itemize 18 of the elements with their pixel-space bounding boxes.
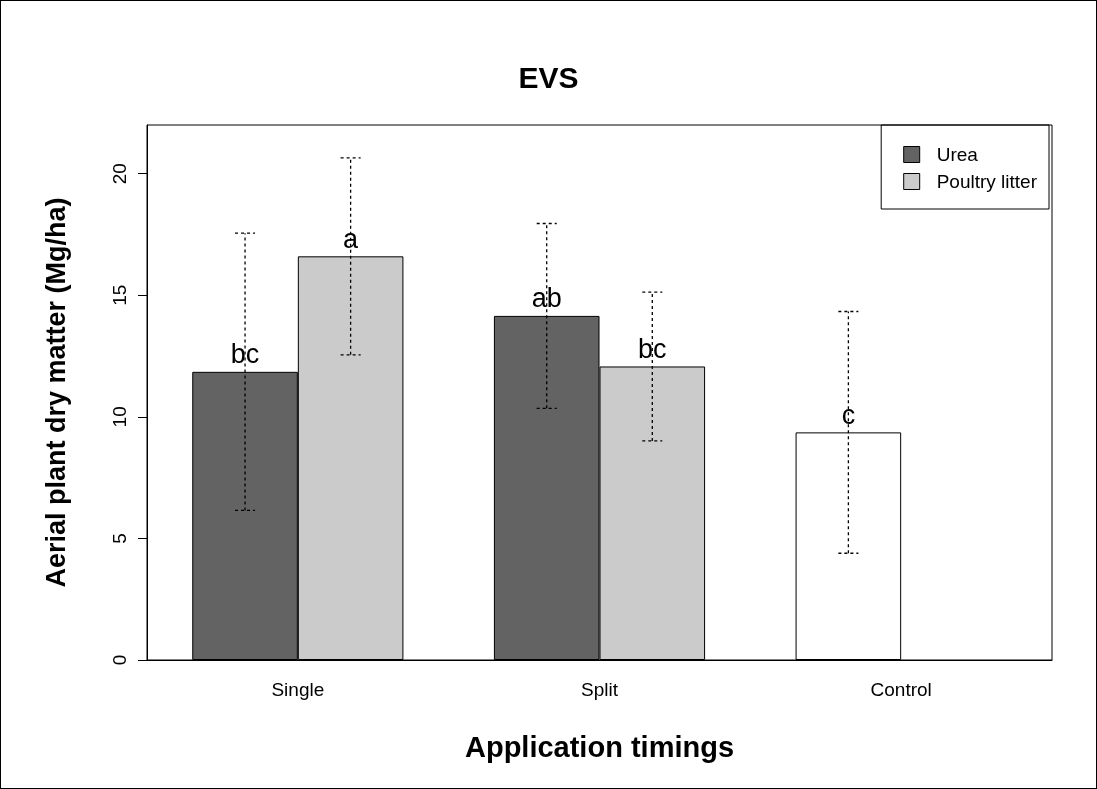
y-tick-label: 20 [109, 163, 130, 185]
data-label: ab [531, 283, 562, 314]
legend-label: Urea [936, 144, 979, 165]
data-label: a [343, 223, 360, 254]
legend-label: Poultry litter [936, 171, 1038, 192]
data-label: bc [638, 333, 667, 364]
x-tick-label: Split [581, 679, 619, 700]
y-tick-label: 0 [109, 654, 130, 666]
x-tick-label: Control [870, 679, 932, 700]
chart-title: EVS [518, 60, 579, 94]
y-tick-label: 5 [109, 533, 130, 544]
x-tick-label: Single [271, 679, 325, 700]
y-tick-label: 15 [109, 284, 130, 306]
data-label: bc [230, 339, 260, 370]
y-axis-title: Aerial plant dry matter (Mg/ha) [40, 197, 71, 588]
y-tick-label: 10 [109, 406, 130, 428]
x-axis-title: Application timings [464, 730, 735, 763]
data-label: c [841, 399, 856, 430]
